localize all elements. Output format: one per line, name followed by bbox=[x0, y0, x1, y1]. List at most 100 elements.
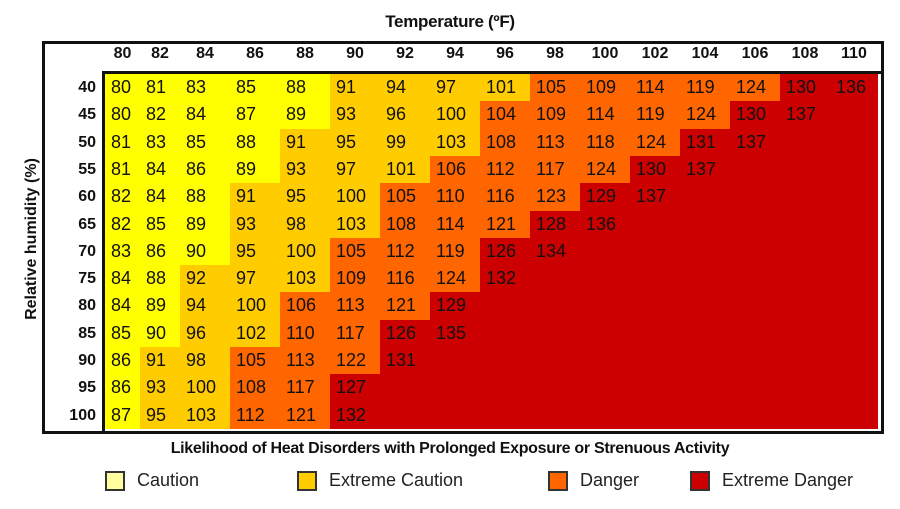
heat-index-cell: 114 bbox=[630, 74, 680, 102]
heat-index-cell: 83 bbox=[140, 128, 180, 157]
x-tick-label: 86 bbox=[246, 45, 264, 62]
legend-swatch bbox=[105, 470, 125, 491]
heat-index-cell: 121 bbox=[380, 292, 430, 321]
heat-index-cell: 81 bbox=[105, 128, 140, 157]
heat-index-cell: 130 bbox=[780, 74, 830, 102]
x-tick-label: 80 bbox=[113, 45, 132, 62]
heat-index-cell: 81 bbox=[140, 74, 180, 102]
y-tick-label: 80 bbox=[78, 297, 96, 315]
heat-index-cell: 91 bbox=[230, 183, 280, 211]
heat-index-cell: 128 bbox=[530, 210, 580, 239]
heat-index-cell: 137 bbox=[730, 128, 780, 157]
heat-index-cell: 136 bbox=[580, 210, 630, 239]
heat-index-cell: 116 bbox=[480, 183, 530, 211]
legend-item: Caution bbox=[105, 470, 199, 491]
x-tick-label: 90 bbox=[346, 45, 364, 62]
heat-index-cell: 104 bbox=[480, 101, 530, 130]
heat-index-cell: 95 bbox=[230, 237, 280, 266]
heat-index-cell: 82 bbox=[105, 183, 140, 211]
legend-item: Danger bbox=[548, 470, 639, 491]
heat-index-cell: 87 bbox=[105, 401, 140, 430]
heat-index-cell: 114 bbox=[580, 101, 630, 130]
heat-index-cell: 98 bbox=[280, 210, 330, 239]
heat-index-cell: 116 bbox=[380, 265, 430, 293]
heat-index-cell: 103 bbox=[180, 401, 230, 430]
heat-index-cell: 88 bbox=[230, 128, 280, 157]
legend-swatch bbox=[297, 470, 317, 491]
heat-index-cell: 105 bbox=[380, 183, 430, 211]
heat-index-cell: 126 bbox=[480, 237, 530, 266]
heat-index-cell: 100 bbox=[330, 183, 380, 211]
heat-index-cell: 87 bbox=[230, 101, 280, 130]
heat-index-cell: 101 bbox=[480, 74, 530, 102]
heat-index-cell: 86 bbox=[180, 155, 230, 184]
x-tick-label: 102 bbox=[641, 45, 669, 62]
heat-index-cell: 94 bbox=[180, 292, 230, 321]
heat-index-cell: 108 bbox=[480, 128, 530, 157]
heat-index-cell: 129 bbox=[580, 183, 630, 211]
heat-index-cell: 89 bbox=[140, 292, 180, 321]
x-tick-label: 108 bbox=[791, 45, 819, 62]
heat-index-cell: 102 bbox=[230, 319, 280, 348]
heat-index-cell: 98 bbox=[180, 347, 230, 375]
x-tick-label: 100 bbox=[591, 45, 619, 62]
heat-index-cell: 103 bbox=[430, 128, 480, 157]
heat-index-cell: 85 bbox=[105, 319, 140, 348]
heat-index-cell: 106 bbox=[280, 292, 330, 321]
heat-index-grid bbox=[102, 71, 881, 432]
heat-index-cell: 110 bbox=[280, 319, 330, 348]
heat-index-cell: 85 bbox=[180, 128, 230, 157]
legend-label: Extreme Danger bbox=[722, 470, 854, 490]
heat-index-cell: 109 bbox=[330, 265, 380, 293]
x-tick-label: 88 bbox=[296, 45, 314, 62]
heat-index-cell: 97 bbox=[230, 265, 280, 293]
heat-index-cell: 109 bbox=[580, 74, 630, 102]
heat-index-cell: 113 bbox=[530, 128, 580, 157]
legend-swatch bbox=[690, 470, 710, 491]
heat-index-cell: 108 bbox=[380, 210, 430, 239]
y-tick-label: 40 bbox=[78, 79, 96, 96]
y-tick-label: 95 bbox=[78, 379, 96, 397]
heat-index-cell: 124 bbox=[680, 101, 730, 130]
legend-label: Caution bbox=[137, 470, 200, 490]
heat-index-cell: 117 bbox=[530, 155, 580, 184]
y-tick-label: 70 bbox=[78, 242, 96, 260]
heat-index-cell: 112 bbox=[230, 401, 280, 430]
x-tick-label: 110 bbox=[841, 45, 867, 62]
heat-index-cell: 121 bbox=[280, 401, 330, 430]
heat-index-cell: 85 bbox=[140, 210, 180, 239]
heat-index-cell: 112 bbox=[480, 155, 530, 184]
heat-index-cell: 129 bbox=[430, 292, 480, 321]
heat-index-cell: 119 bbox=[680, 74, 730, 102]
heat-index-cell: 113 bbox=[280, 347, 330, 375]
heat-index-cell: 135 bbox=[430, 319, 480, 348]
heat-index-cell: 137 bbox=[780, 101, 830, 130]
heat-index-cell: 96 bbox=[180, 319, 230, 348]
heat-index-cell: 123 bbox=[530, 183, 580, 211]
legend-label: Danger bbox=[580, 470, 640, 490]
heat-index-cell: 89 bbox=[230, 155, 280, 184]
heat-index-cell: 105 bbox=[530, 74, 580, 102]
heat-index-cell: 91 bbox=[140, 347, 180, 375]
heat-index-cell: 100 bbox=[430, 101, 480, 130]
y-tick-label: 65 bbox=[78, 215, 96, 233]
y-axis-label: Relative humidity (%) bbox=[23, 158, 40, 320]
legend-swatch bbox=[548, 470, 568, 491]
heat-index-cell: 84 bbox=[140, 155, 180, 184]
heat-index-cell: 99 bbox=[380, 128, 430, 157]
heat-index-cell: 84 bbox=[140, 183, 180, 211]
x-tick-label: 98 bbox=[546, 45, 564, 62]
heat-index-cell: 96 bbox=[380, 101, 430, 130]
heat-index-cell: 86 bbox=[105, 347, 140, 375]
x-tick-label: 106 bbox=[741, 45, 769, 62]
heat-index-cell: 118 bbox=[580, 128, 630, 157]
y-tick-label: 50 bbox=[78, 133, 96, 151]
heat-index-cell: 110 bbox=[430, 183, 480, 211]
heat-index-cell: 91 bbox=[330, 74, 380, 102]
heat-index-cell: 80 bbox=[105, 74, 140, 102]
heat-index-cell: 126 bbox=[380, 319, 430, 348]
heat-index-cell: 100 bbox=[180, 374, 230, 403]
heat-index-cell: 95 bbox=[280, 183, 330, 211]
heat-index-cell: 86 bbox=[140, 237, 180, 266]
heat-index-cell: 90 bbox=[140, 319, 180, 348]
